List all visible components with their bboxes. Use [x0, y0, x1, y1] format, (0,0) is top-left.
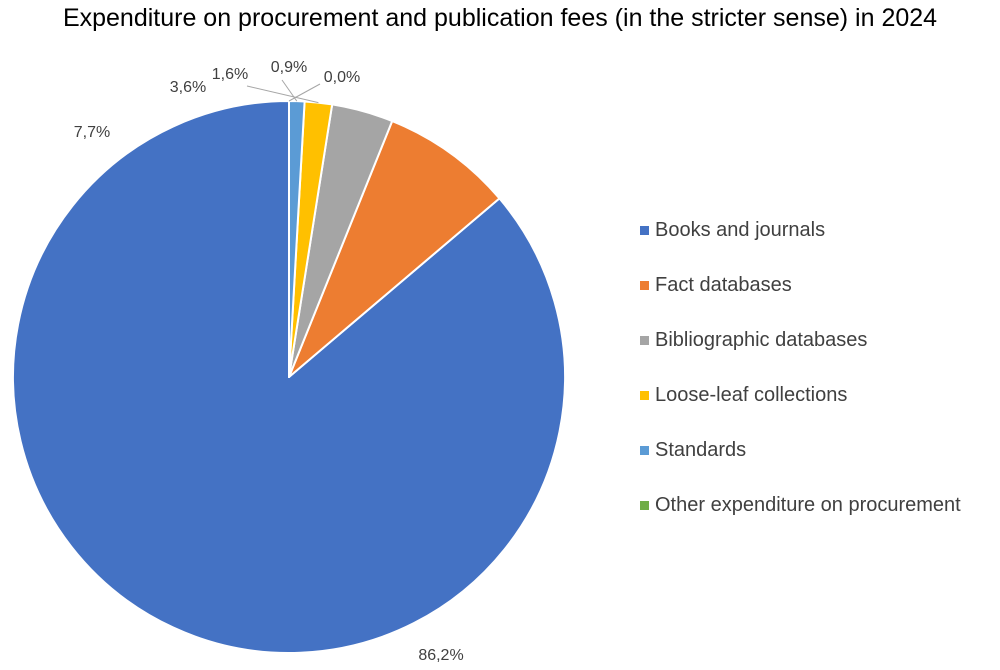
legend-item-fact-databases: Fact databases: [640, 258, 995, 313]
legend-item-standards: Standards: [640, 423, 995, 478]
legend-label: Books and journals: [655, 219, 826, 241]
pie-slice-fact-databases: [288, 120, 501, 378]
leader-line-loose-leaf-collections: [246, 85, 319, 104]
legend-swatch: [640, 336, 649, 345]
legend: Books and journals Fact databases Biblio…: [640, 203, 995, 533]
legend-swatch: [640, 281, 649, 290]
legend-swatch: [640, 391, 649, 400]
legend-label: Loose-leaf collections: [655, 384, 848, 406]
legend-label: Other expenditure on procurement: [655, 494, 961, 516]
data-label-standards: 0,9%: [271, 59, 307, 76]
chart-title: Expenditure on procurement and publicati…: [62, 4, 938, 32]
pie-slices: [12, 99, 566, 654]
legend-swatch: [640, 226, 649, 235]
legend-swatch: [640, 446, 649, 455]
data-label-other-expenditure-on-procurement: 0,0%: [324, 69, 360, 86]
data-label-bibliographic-databases: 3,6%: [170, 79, 206, 96]
legend-item-loose-leaf-collections: Loose-leaf collections: [640, 368, 995, 423]
legend-label: Standards: [655, 439, 747, 461]
pie-slice-books-and-journals: [12, 100, 566, 654]
leader-line-other-expenditure-on-procurement: [288, 83, 321, 102]
data-labels: 86,2% 7,7% 3,6% 1,6% 0,9% 0,0%: [74, 59, 464, 664]
legend-item-books-and-journals: Books and journals: [640, 203, 995, 258]
leader-lines: [246, 79, 321, 104]
legend-swatch: [640, 501, 649, 510]
legend-item-bibliographic-databases: Bibliographic databases: [640, 313, 995, 368]
legend-label: Fact databases: [655, 274, 792, 296]
legend-item-other-expenditure: Other expenditure on procurement: [640, 478, 995, 533]
legend-label: Bibliographic databases: [655, 329, 868, 351]
data-label-books-and-journals: 86,2%: [418, 647, 463, 664]
data-label-fact-databases: 7,7%: [74, 124, 110, 141]
data-label-loose-leaf-collections: 1,6%: [212, 66, 248, 83]
